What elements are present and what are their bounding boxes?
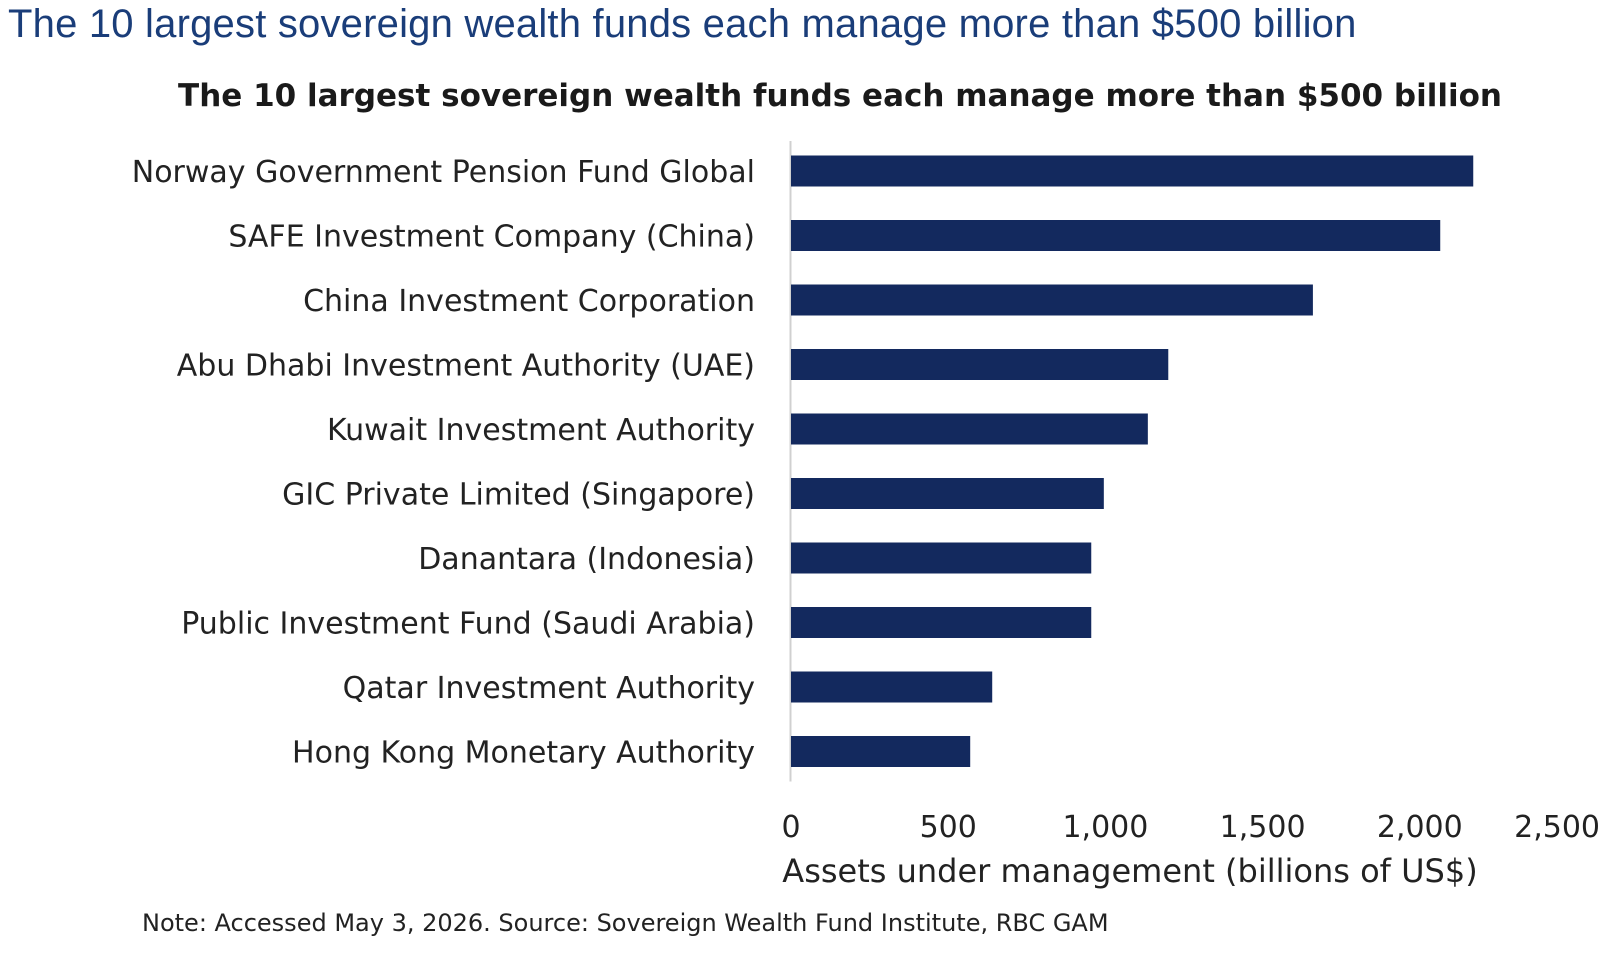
x-tick-labels: 0 500 1,000 1,500 2,000 2,500: [781, 810, 1600, 845]
category-label: Hong Kong Monetary Authority: [292, 736, 755, 771]
category-label: GIC Private Limited (Singapore): [282, 478, 755, 513]
category-label: Kuwait Investment Authority: [327, 413, 755, 448]
category-label: Qatar Investment Authority: [343, 671, 755, 706]
x-axis-title: Assets under management (billions of US$…: [782, 852, 1477, 890]
bar: [791, 671, 993, 703]
bar: [791, 284, 1313, 316]
category-label: Norway Government Pension Fund Global: [132, 155, 755, 190]
bar: [791, 220, 1441, 251]
x-tick-label: 0: [781, 810, 800, 845]
x-tick-label: 2,000: [1377, 810, 1463, 845]
category-label: SAFE Investment Company (China): [228, 220, 755, 255]
x-tick-label: 1,500: [1220, 810, 1306, 845]
bar: [791, 542, 1092, 574]
x-tick-label: 500: [920, 810, 977, 845]
category-label: Abu Dhabi Investment Authority (UAE): [177, 349, 755, 384]
category-label: Danantara (Indonesia): [418, 542, 755, 577]
x-tick-label: 2,500: [1514, 810, 1600, 845]
bar: [791, 413, 1148, 445]
bar: [791, 607, 1092, 638]
bar: [791, 478, 1104, 509]
x-tick-label: 1,000: [1062, 810, 1148, 845]
category-labels: Norway Government Pension Fund Global SAF…: [132, 155, 755, 771]
bars: [791, 155, 1474, 767]
category-label: China Investment Corporation: [303, 284, 755, 319]
page-heading: The 10 largest sovereign wealth funds ea…: [8, 2, 1357, 46]
category-label: Public Investment Fund (Saudi Arabia): [181, 607, 755, 642]
chart-title: The 10 largest sovereign wealth funds ea…: [178, 78, 1502, 114]
bar: [791, 349, 1169, 380]
chart-note: Note: Accessed May 3, 2026. Source: Sove…: [142, 909, 1109, 937]
bar: [791, 736, 971, 767]
bar: [791, 155, 1474, 187]
